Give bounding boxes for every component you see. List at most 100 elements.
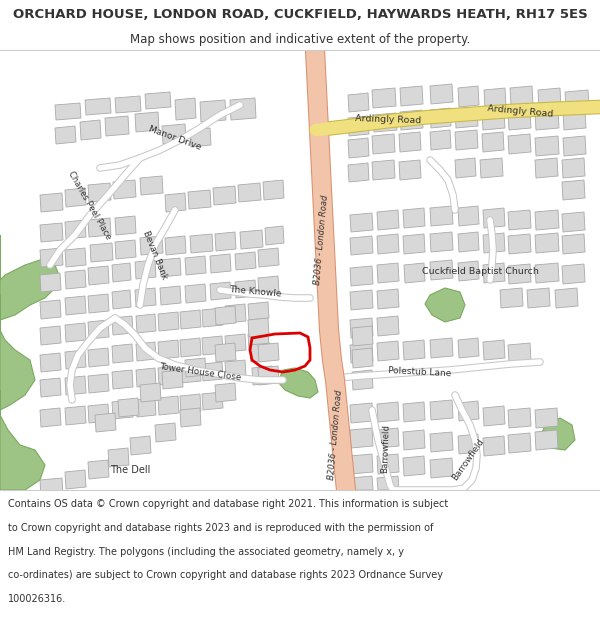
Polygon shape (240, 230, 263, 249)
Polygon shape (165, 193, 186, 212)
Polygon shape (88, 218, 111, 237)
Polygon shape (135, 112, 159, 132)
Polygon shape (555, 288, 578, 308)
Polygon shape (350, 454, 373, 474)
Polygon shape (210, 282, 231, 300)
Polygon shape (377, 428, 399, 448)
Polygon shape (202, 336, 223, 355)
Polygon shape (162, 124, 186, 144)
Polygon shape (80, 120, 101, 140)
Polygon shape (508, 433, 531, 453)
Polygon shape (248, 318, 269, 337)
Polygon shape (403, 430, 425, 450)
Text: HM Land Registry. The polygons (including the associated geometry, namely x, y: HM Land Registry. The polygons (includin… (8, 547, 404, 557)
Polygon shape (88, 294, 109, 313)
Text: co-ordinates) are subject to Crown copyright and database rights 2023 Ordnance S: co-ordinates) are subject to Crown copyr… (8, 571, 443, 581)
Polygon shape (483, 406, 505, 426)
Polygon shape (535, 408, 558, 428)
Polygon shape (258, 276, 279, 295)
Polygon shape (352, 370, 373, 390)
Text: Tower House Close: Tower House Close (158, 362, 241, 382)
Polygon shape (65, 248, 86, 267)
Polygon shape (350, 343, 373, 363)
Polygon shape (40, 223, 63, 242)
Polygon shape (562, 264, 585, 284)
Polygon shape (158, 396, 179, 415)
Polygon shape (430, 338, 453, 358)
Polygon shape (65, 323, 86, 342)
Polygon shape (377, 263, 399, 283)
Polygon shape (88, 266, 109, 285)
Polygon shape (40, 300, 61, 319)
Polygon shape (455, 108, 478, 128)
Text: B2036 - London Road: B2036 - London Road (313, 194, 329, 286)
Polygon shape (430, 400, 453, 420)
Text: Map shows position and indicative extent of the property.: Map shows position and indicative extent… (130, 32, 470, 46)
Polygon shape (350, 213, 373, 232)
Polygon shape (115, 240, 136, 259)
Polygon shape (377, 316, 399, 336)
Polygon shape (563, 136, 586, 156)
Polygon shape (118, 398, 139, 417)
Polygon shape (238, 183, 261, 202)
Polygon shape (458, 401, 479, 421)
Text: Ardingly Road: Ardingly Road (355, 114, 421, 126)
Polygon shape (65, 376, 86, 395)
Polygon shape (95, 413, 116, 432)
Polygon shape (108, 448, 129, 467)
Polygon shape (372, 134, 395, 154)
Polygon shape (115, 96, 141, 113)
Polygon shape (458, 206, 479, 226)
Polygon shape (425, 288, 465, 322)
Polygon shape (185, 358, 206, 377)
Text: Contains OS data © Crown copyright and database right 2021. This information is : Contains OS data © Crown copyright and d… (8, 499, 448, 509)
Text: 100026316.: 100026316. (8, 594, 66, 604)
Polygon shape (535, 263, 559, 283)
Polygon shape (145, 92, 171, 109)
Polygon shape (40, 353, 61, 372)
Polygon shape (40, 248, 63, 267)
Polygon shape (0, 235, 60, 320)
Polygon shape (508, 210, 531, 230)
Polygon shape (399, 160, 421, 180)
Polygon shape (458, 86, 479, 107)
Polygon shape (404, 263, 425, 283)
Polygon shape (65, 188, 86, 207)
Polygon shape (400, 110, 423, 130)
Polygon shape (458, 261, 479, 281)
Polygon shape (263, 180, 284, 200)
Polygon shape (160, 258, 181, 277)
Polygon shape (430, 206, 453, 226)
Polygon shape (113, 180, 136, 199)
Text: Ardingly Road: Ardingly Road (487, 104, 553, 118)
Polygon shape (215, 383, 236, 402)
Polygon shape (372, 88, 396, 108)
Polygon shape (377, 341, 399, 361)
Polygon shape (348, 116, 369, 136)
Text: Barrowfield: Barrowfield (450, 438, 486, 483)
Polygon shape (562, 158, 585, 178)
Polygon shape (508, 264, 531, 284)
Polygon shape (535, 158, 558, 178)
Polygon shape (225, 304, 246, 323)
Polygon shape (562, 234, 585, 254)
Polygon shape (535, 430, 558, 450)
Polygon shape (483, 436, 505, 456)
Polygon shape (508, 134, 531, 154)
Polygon shape (158, 366, 179, 385)
Polygon shape (430, 432, 453, 452)
Polygon shape (377, 289, 399, 309)
Text: Charles Peel Place: Charles Peel Place (67, 169, 113, 241)
Polygon shape (482, 110, 505, 130)
Polygon shape (403, 402, 425, 422)
Polygon shape (85, 98, 111, 115)
Text: Manor Drive: Manor Drive (148, 124, 203, 152)
Polygon shape (55, 126, 76, 144)
Polygon shape (112, 316, 133, 335)
Polygon shape (185, 284, 206, 303)
Polygon shape (265, 226, 284, 245)
Polygon shape (430, 84, 453, 104)
Polygon shape (248, 332, 269, 350)
Polygon shape (158, 312, 179, 331)
Polygon shape (350, 266, 373, 286)
